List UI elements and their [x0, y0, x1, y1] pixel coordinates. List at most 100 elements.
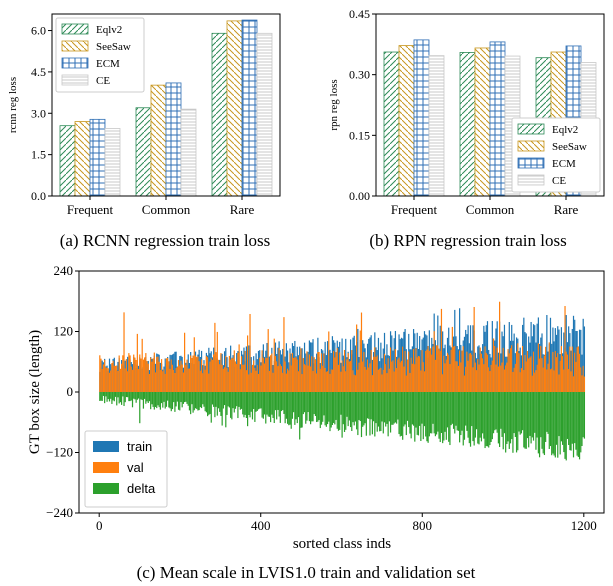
bar-val [270, 355, 272, 392]
bar-val [299, 355, 301, 392]
bar-delta [127, 392, 129, 398]
bar-val [130, 366, 132, 392]
bar-val [249, 313, 251, 392]
bar-val [198, 361, 200, 392]
bar-val [117, 370, 119, 392]
bar-val [369, 363, 371, 392]
legend-label-ce: CE [552, 175, 566, 187]
chart-b-ticks: Frequent Common Rare 0.00 0.15 0.30 0.45 [349, 7, 578, 217]
bar-val [260, 365, 262, 392]
bar-val [451, 326, 453, 392]
bar-val [436, 345, 438, 392]
caption-c: (c) Mean scale in LVIS1.0 train and vali… [137, 563, 476, 582]
bar-delta [422, 392, 424, 440]
bar-delta [266, 392, 268, 415]
bar-val [548, 342, 550, 392]
bar-delta [560, 392, 562, 442]
bar-val [200, 359, 203, 392]
bar-delta [428, 392, 430, 437]
legend-swatch-seesaw [61, 40, 89, 52]
bar-val [133, 354, 135, 392]
bar-val [356, 324, 358, 392]
bar-delta [468, 392, 470, 444]
bar-eqlv2-common [135, 107, 152, 197]
legend-swatch-eqlv2 [517, 123, 545, 135]
bar-val [507, 349, 509, 392]
bar-delta [326, 392, 329, 425]
bar-delta [227, 392, 229, 407]
bar-delta [373, 392, 375, 422]
bar-delta [357, 392, 359, 436]
bar-delta [280, 392, 283, 412]
bar-delta [416, 392, 418, 435]
bar-val [122, 355, 124, 392]
bar-delta [461, 392, 463, 431]
bar-val [545, 346, 547, 392]
bar-delta [272, 392, 274, 418]
bar-delta [130, 392, 132, 401]
bar-delta [485, 392, 487, 447]
bar-val [170, 359, 172, 392]
bar-delta [558, 392, 560, 437]
bar-val [171, 364, 174, 392]
legend-label-seesaw: SeeSaw [552, 141, 587, 153]
bar-val [211, 359, 214, 392]
bar-delta [322, 392, 324, 422]
bar-delta [398, 392, 400, 435]
bar-val [158, 361, 160, 392]
bar-val [202, 373, 204, 392]
bar-delta [456, 392, 458, 431]
bar-delta [168, 392, 170, 408]
bar-val [466, 351, 468, 392]
bar-val [316, 373, 318, 392]
bar-ce-common [180, 108, 197, 197]
bar-val [136, 333, 138, 392]
bar-delta [379, 392, 381, 432]
bar-val [426, 349, 428, 392]
bar-train [483, 325, 485, 392]
bar-val [328, 331, 330, 392]
bar-val [240, 356, 243, 392]
bar-delta [433, 392, 435, 434]
bar-train [553, 341, 555, 392]
bar-val [373, 356, 375, 392]
bar-val [416, 357, 418, 392]
bar-delta [299, 392, 301, 440]
bar-delta [534, 392, 536, 433]
bar-val [433, 331, 435, 392]
bar-val [347, 353, 349, 392]
bar-val [468, 353, 470, 392]
bar-delta [397, 392, 399, 420]
bar-val [152, 358, 154, 392]
bar-val [405, 375, 407, 392]
bar-delta [514, 392, 516, 437]
bar-delta [570, 392, 572, 451]
bar-delta [442, 392, 444, 444]
bar-delta [566, 392, 569, 439]
bar-val [237, 352, 239, 392]
bar-val [410, 357, 412, 392]
bar-delta [508, 392, 510, 449]
bar-delta [301, 392, 303, 428]
bar-val [118, 355, 120, 392]
bar-val [536, 364, 538, 392]
bar-delta [222, 392, 224, 409]
bar-delta [552, 392, 554, 454]
bar-delta [105, 392, 107, 397]
bar-delta [529, 392, 531, 436]
bar-ce-frequent [104, 128, 121, 197]
bar-delta [434, 392, 436, 437]
bar-val [455, 361, 457, 392]
bar-val [226, 367, 228, 392]
bar-delta [169, 392, 171, 409]
bar-delta [414, 392, 416, 442]
bar-delta [480, 392, 483, 442]
bar-delta [147, 392, 149, 403]
legend-label-delta: delta [127, 481, 156, 496]
bar-val [419, 356, 421, 392]
bar-val [484, 346, 486, 392]
bar-delta [162, 392, 164, 408]
bar-delta [320, 392, 323, 425]
bar-delta [180, 392, 182, 403]
bar-delta [313, 392, 315, 415]
